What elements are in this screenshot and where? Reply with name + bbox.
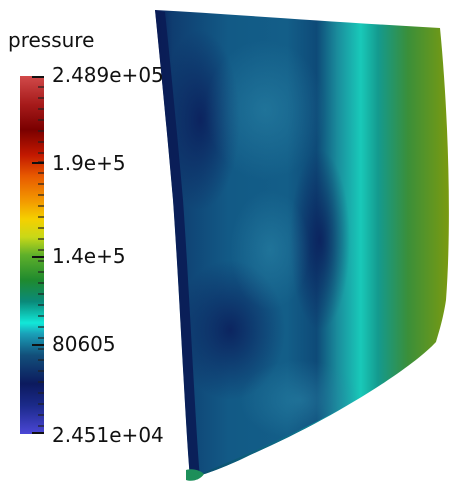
blade-root-tab bbox=[186, 469, 204, 481]
colorbar bbox=[20, 76, 44, 434]
legend-title: pressure bbox=[8, 28, 95, 52]
colorbar-tick-label: 80605 bbox=[52, 332, 116, 356]
colorbar-max-label: 2.489e+05 bbox=[52, 63, 164, 87]
colorbar-tick-label: 1.9e+5 bbox=[52, 151, 126, 175]
colorbar-tick-label: 1.4e+5 bbox=[52, 244, 126, 268]
colorbar-min-label: 2.451e+04 bbox=[52, 423, 164, 447]
